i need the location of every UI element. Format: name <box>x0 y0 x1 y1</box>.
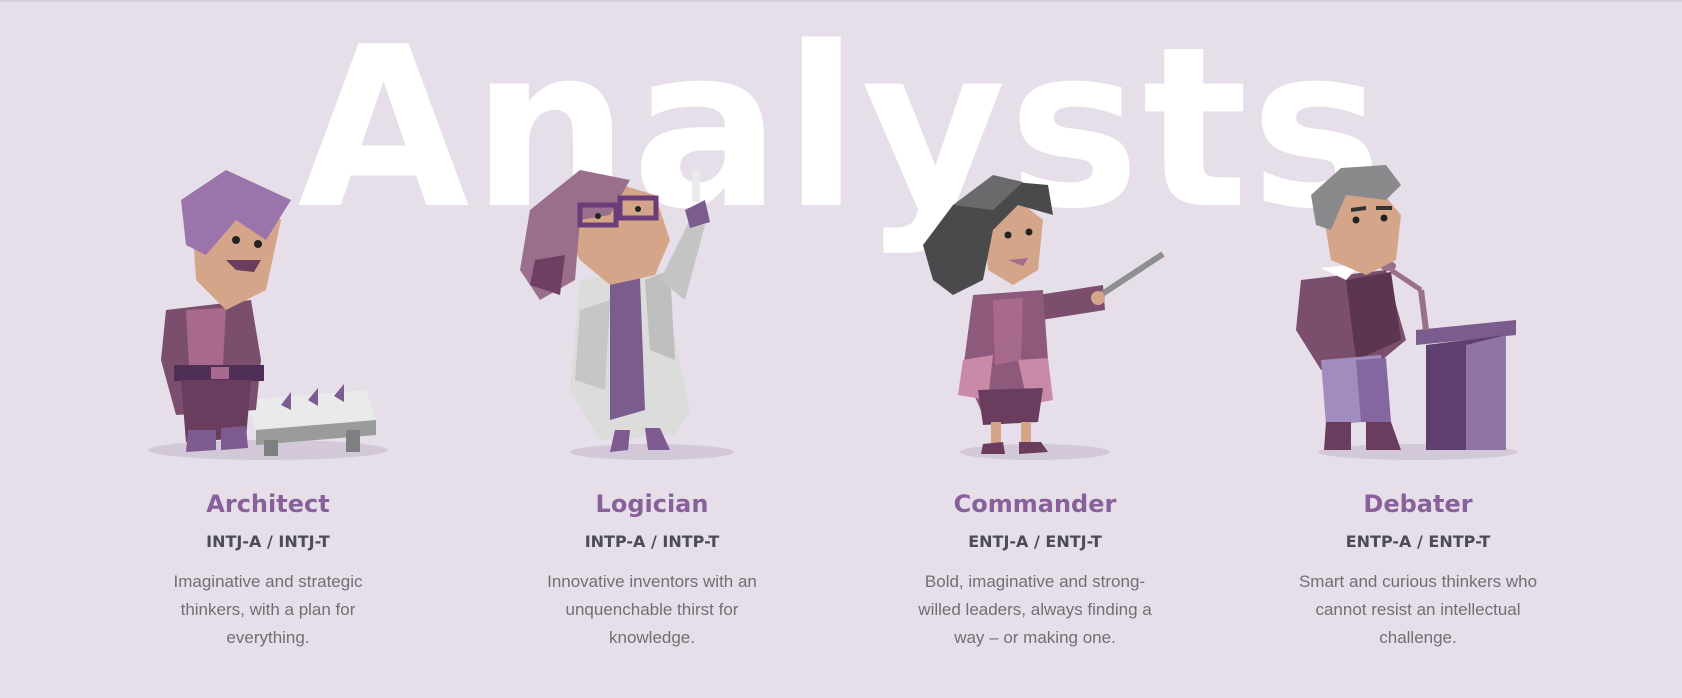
card-description: Bold, imaginative and strong-willed lead… <box>918 572 1152 647</box>
card-type-codes: INTP-A / INTP-T <box>584 532 720 551</box>
card-title[interactable]: Debater <box>1363 490 1473 518</box>
card-title[interactable]: Logician <box>595 490 709 518</box>
card-architect[interactable]: Architect INTJ-A / INTJ-T Imaginative an… <box>76 0 460 698</box>
card-title[interactable]: Commander <box>953 490 1117 518</box>
card-description: Smart and curious thinkers who cannot re… <box>1298 572 1538 647</box>
commander-illustration <box>843 160 1227 470</box>
card-type-codes: ENTJ-A / ENTJ-T <box>968 532 1102 551</box>
logician-illustration <box>460 160 844 470</box>
card-title[interactable]: Architect <box>206 490 330 518</box>
section-watermark-title: Analysts <box>297 0 1385 258</box>
top-divider <box>0 0 1682 2</box>
card-type-codes: INTJ-A / INTJ-T <box>206 532 330 551</box>
card-debater[interactable]: Debater ENTP-A / ENTP-T Smart and curiou… <box>1226 0 1610 698</box>
card-logician[interactable]: Logician INTP-A / INTP-T Innovative inve… <box>460 0 844 698</box>
card-description: Imaginative and strategic thinkers, with… <box>173 572 363 647</box>
card-type-codes: ENTP-A / ENTP-T <box>1345 532 1491 551</box>
card-commander[interactable]: Commander ENTJ-A / ENTJ-T Bold, imaginat… <box>843 0 1227 698</box>
debater-illustration <box>1226 160 1610 470</box>
card-description: Innovative inventors with an unquenchabl… <box>547 572 757 647</box>
architect-illustration <box>76 160 460 470</box>
